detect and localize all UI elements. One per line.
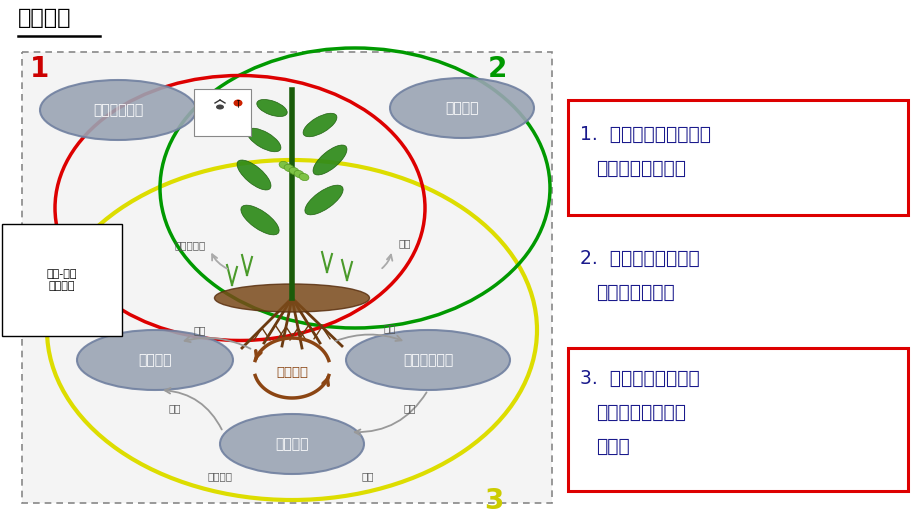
Text: 输出: 输出	[403, 403, 415, 413]
Ellipse shape	[294, 170, 303, 178]
Text: 土壤生物: 土壤生物	[275, 437, 309, 451]
Text: 微观尺度: 微观尺度	[276, 367, 308, 380]
Ellipse shape	[346, 330, 509, 390]
Ellipse shape	[241, 205, 278, 235]
Text: 分解: 分解	[168, 403, 181, 413]
Ellipse shape	[299, 174, 309, 181]
Ellipse shape	[304, 185, 343, 215]
Text: 1: 1	[30, 55, 50, 83]
Ellipse shape	[256, 99, 287, 117]
FancyBboxPatch shape	[22, 52, 551, 503]
Text: 土壤结构: 土壤结构	[138, 353, 172, 367]
Text: 昆虫群落动态: 昆虫群落动态	[93, 103, 143, 117]
Ellipse shape	[237, 160, 271, 190]
Text: 昆虫互作的影响: 昆虫互作的影响	[596, 282, 674, 301]
Ellipse shape	[302, 113, 336, 137]
Ellipse shape	[220, 414, 364, 474]
Ellipse shape	[278, 162, 289, 169]
Text: 生态多样性: 生态多样性	[175, 240, 206, 250]
Text: 群落结构: 群落结构	[208, 471, 233, 481]
Ellipse shape	[216, 105, 223, 109]
Text: 输入: 输入	[383, 323, 396, 333]
FancyBboxPatch shape	[567, 100, 907, 215]
Text: 的影响: 的影响	[596, 437, 630, 455]
Text: 3: 3	[483, 487, 503, 515]
Text: 对微生物群落构成: 对微生物群落构成	[596, 402, 686, 422]
Ellipse shape	[247, 128, 280, 152]
FancyBboxPatch shape	[194, 89, 251, 136]
Text: 地上-地下
互作关系: 地上-地下 互作关系	[47, 269, 77, 291]
Text: 研究方向: 研究方向	[18, 8, 72, 28]
Ellipse shape	[40, 80, 196, 140]
Text: 碳和养分循环: 碳和养分循环	[403, 353, 453, 367]
Text: 功能: 功能	[361, 471, 374, 481]
Text: 构成: 构成	[194, 325, 206, 335]
Ellipse shape	[289, 167, 299, 175]
Text: 2: 2	[487, 55, 506, 83]
Text: 环境因素: 环境因素	[445, 101, 478, 115]
Ellipse shape	[284, 164, 293, 171]
Ellipse shape	[390, 78, 533, 138]
Text: 多层营养关系互作: 多层营养关系互作	[596, 159, 686, 178]
Ellipse shape	[77, 330, 233, 390]
Text: 2.  环境因素对于植物: 2. 环境因素对于植物	[579, 249, 699, 267]
Text: 1.  植物挥发物介导地上: 1. 植物挥发物介导地上	[579, 124, 710, 143]
FancyBboxPatch shape	[567, 348, 907, 491]
Ellipse shape	[233, 99, 243, 107]
Text: 3.  植物土壤反馈机制: 3. 植物土壤反馈机制	[579, 368, 699, 387]
Ellipse shape	[214, 284, 369, 312]
Ellipse shape	[312, 145, 346, 175]
Text: 产量: 产量	[398, 238, 411, 248]
